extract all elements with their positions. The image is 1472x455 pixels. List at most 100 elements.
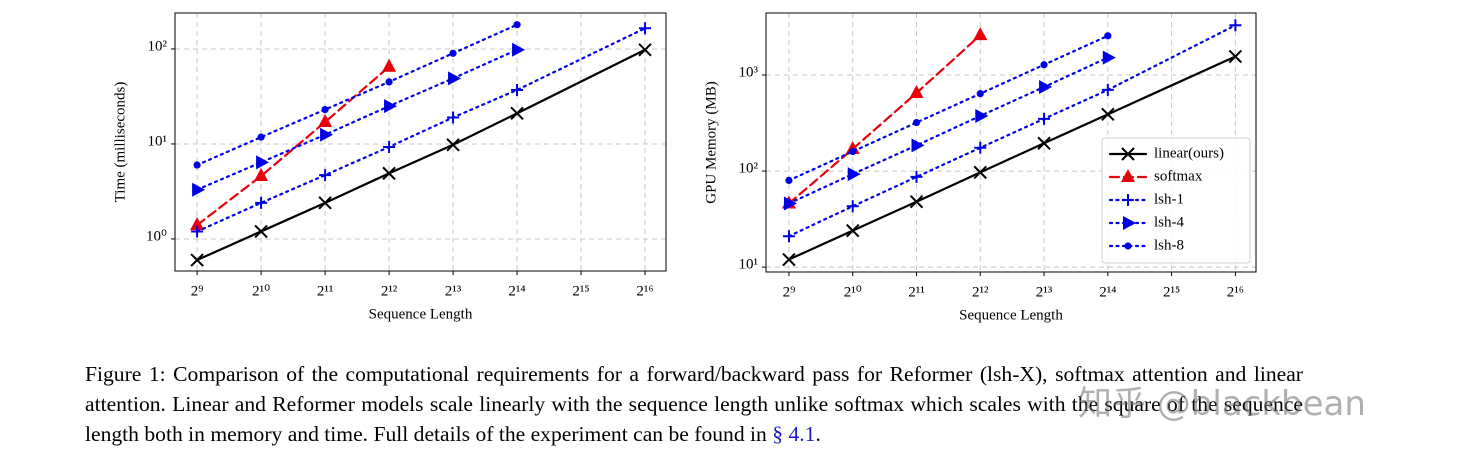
- x-tick-label: 2⁹: [191, 283, 204, 299]
- marker: [255, 196, 268, 209]
- marker: [1101, 83, 1114, 96]
- marker: [909, 85, 924, 99]
- x-tick-label: 2¹³: [445, 283, 462, 299]
- marker: [846, 223, 860, 238]
- marker: [382, 58, 397, 72]
- marker: [1039, 80, 1053, 95]
- marker: [1122, 194, 1134, 206]
- marker: [254, 167, 269, 181]
- y-axis-label: Time (milliseconds): [112, 82, 128, 203]
- marker: [847, 167, 861, 182]
- marker: [1121, 169, 1135, 182]
- marker: [193, 161, 201, 169]
- marker: [1123, 216, 1136, 230]
- marker: [638, 43, 652, 57]
- marker: [256, 155, 270, 170]
- marker: [1121, 147, 1135, 161]
- marker: [974, 141, 987, 154]
- x-tick-label: 2¹³: [1036, 284, 1053, 300]
- marker: [912, 118, 921, 127]
- marker: [511, 83, 524, 96]
- marker: [783, 196, 797, 211]
- series-line: [787, 56, 1109, 205]
- marker: [510, 106, 524, 121]
- x-tick-label: 2¹¹: [908, 284, 925, 300]
- x-tick-label: 2¹²: [972, 284, 989, 300]
- axes-frame: [765, 12, 1257, 273]
- marker: [513, 21, 521, 29]
- y-tick-label: 10³: [739, 64, 759, 80]
- marker: [257, 133, 265, 141]
- x-tick-label: 2¹⁶: [1227, 284, 1244, 300]
- caption-text: Figure 1: Comparison of the computationa…: [85, 362, 1303, 446]
- figure: 2⁹ 2¹⁰ 2¹¹ 2¹² 2¹³ 2¹⁴ 2¹⁵ 2¹⁶ 10⁰ 10¹ 10² Sequence…: [112, 12, 1257, 323]
- series-line: [196, 27, 647, 233]
- x-tick-label: 2¹⁶: [636, 283, 653, 299]
- caption: Figure 1: Comparison of the computationa…: [85, 359, 1303, 449]
- x-tick-label: 2¹⁴: [1099, 284, 1116, 300]
- legend-label: linear(ours): [1154, 145, 1224, 161]
- x-tick-label: 2¹¹: [317, 283, 334, 299]
- marker: [1102, 50, 1116, 65]
- watermark: 知乎 @blackbean: [1078, 384, 1366, 424]
- marker: [849, 147, 857, 156]
- legend-box: [1101, 137, 1251, 264]
- y-tick-label: 10¹: [148, 133, 168, 149]
- marker: [190, 253, 204, 267]
- marker: [846, 200, 859, 213]
- x-tick-label: 2⁹: [783, 284, 796, 300]
- marker: [782, 230, 795, 243]
- marker: [382, 166, 396, 181]
- marker: [1104, 32, 1112, 40]
- y-axis-label: GPU Memory (MB): [703, 81, 719, 204]
- x-axis-label: Sequence Length: [369, 306, 473, 322]
- marker: [383, 140, 396, 153]
- marker: [254, 224, 268, 239]
- marker: [975, 108, 989, 123]
- marker: [1124, 242, 1132, 250]
- legend-label: lsh-8: [1154, 237, 1184, 253]
- x-tick-label: 2¹⁵: [1163, 284, 1180, 300]
- marker: [976, 90, 984, 98]
- caption-end: .: [815, 422, 821, 446]
- marker: [973, 165, 987, 180]
- caption-link[interactable]: § 4.1: [772, 422, 816, 446]
- marker: [782, 252, 796, 267]
- series-line: [196, 48, 519, 191]
- marker: [190, 217, 205, 231]
- x-tick-label: 2¹⁴: [508, 283, 525, 299]
- y-tick-label: 10²: [148, 38, 168, 54]
- legend-label: lsh-4: [1154, 214, 1185, 230]
- marker: [911, 138, 925, 153]
- marker: [512, 42, 526, 57]
- legend-label: lsh-1: [1154, 191, 1184, 207]
- marker: [639, 22, 652, 35]
- marker: [1229, 19, 1242, 32]
- y-tick-label: 10¹: [739, 257, 759, 273]
- marker: [973, 27, 988, 41]
- marker: [449, 49, 457, 57]
- marker: [1037, 136, 1051, 150]
- axes-frame: [174, 12, 667, 272]
- x-axis-label: Sequence Length: [959, 307, 1063, 323]
- series-line: [787, 34, 1109, 182]
- marker: [192, 182, 206, 197]
- x-tick-label: 2¹⁰: [844, 284, 862, 300]
- marker: [318, 114, 333, 128]
- y-tick-label: 10⁰: [146, 228, 167, 244]
- marker: [910, 170, 923, 183]
- marker: [909, 194, 924, 209]
- x-tick-label: 2¹⁰: [252, 283, 270, 299]
- marker: [1228, 49, 1243, 64]
- marker: [319, 169, 332, 182]
- marker: [1038, 112, 1051, 125]
- marker: [385, 78, 393, 86]
- marker: [446, 138, 460, 152]
- series-line: [787, 34, 982, 205]
- marker: [191, 225, 204, 238]
- x-tick-label: 2¹⁵: [572, 283, 589, 299]
- legend-label: softmax: [1154, 168, 1203, 184]
- marker: [321, 105, 329, 114]
- marker: [1101, 107, 1115, 122]
